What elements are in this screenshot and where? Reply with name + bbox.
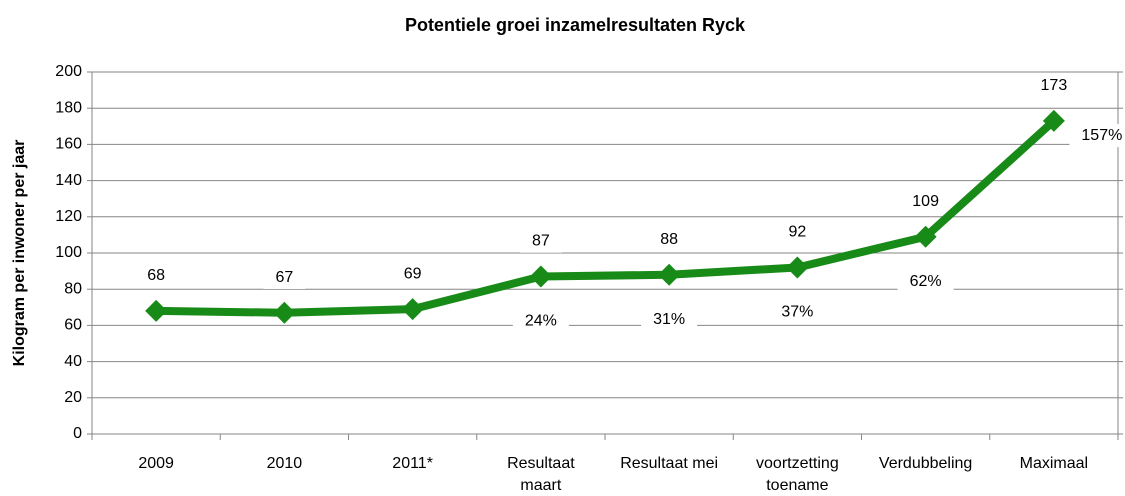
y-tick-label: 180 xyxy=(55,99,82,116)
growth-label: 37% xyxy=(781,304,813,321)
marker xyxy=(1042,109,1065,132)
marker xyxy=(786,256,809,279)
y-tick-label: 160 xyxy=(55,136,82,153)
x-tick-label: 2009 xyxy=(138,455,174,472)
data-label: 92 xyxy=(788,224,806,241)
data-label: 109 xyxy=(912,193,939,210)
data-label-bg xyxy=(900,189,952,213)
growth-label-bg xyxy=(641,307,698,331)
growth-label: 157% xyxy=(1081,127,1122,144)
data-label-bg xyxy=(648,227,691,251)
data-label-bg xyxy=(391,262,434,286)
y-tick-label: 20 xyxy=(64,389,82,406)
x-tick-label: 2010 xyxy=(267,455,303,472)
data-label: 69 xyxy=(404,265,422,282)
data-label-bg xyxy=(263,265,306,289)
x-tick-label: 2011* xyxy=(392,455,433,472)
data-label: 88 xyxy=(660,231,678,248)
data-label: 67 xyxy=(275,269,293,286)
x-tick-label: Maximaal xyxy=(1020,455,1088,472)
marker xyxy=(145,299,168,322)
y-tick-label: 120 xyxy=(55,208,82,225)
growth-label-bg xyxy=(897,269,954,293)
y-tick-label: 60 xyxy=(64,317,82,334)
y-tick-label: 200 xyxy=(55,63,82,80)
x-tick-label: voortzetting toename xyxy=(756,455,839,494)
growth-label: 62% xyxy=(910,273,942,290)
y-tick-label: 40 xyxy=(64,353,82,370)
growth-label-bg xyxy=(512,309,569,333)
growth-label-bg xyxy=(1069,124,1125,148)
line xyxy=(156,117,1057,317)
marker xyxy=(914,225,937,248)
data-label-bg xyxy=(519,229,562,253)
data-label-bg xyxy=(1028,74,1080,98)
x-tick-label: Verdubbeling xyxy=(879,455,972,472)
marker xyxy=(401,298,424,321)
data-label-bg xyxy=(776,220,819,244)
x-tick-label: Resultaat mei xyxy=(620,455,718,472)
data-label: 87 xyxy=(532,233,550,250)
data-label-bg xyxy=(135,264,178,288)
y-tick-label: 0 xyxy=(73,425,82,442)
y-tick-label: 100 xyxy=(55,244,82,261)
chart-title: Potentiele groei inzamelresultaten Ryck xyxy=(405,15,746,35)
y-axis-title: Kilogram per inwoner per jaar xyxy=(11,140,28,367)
marker xyxy=(658,263,681,286)
marker xyxy=(273,301,296,324)
y-tick-label: 80 xyxy=(64,280,82,297)
growth-label: 31% xyxy=(653,311,685,328)
growth-label: 24% xyxy=(525,313,557,330)
marker xyxy=(529,265,552,288)
x-tick-label: Resultaat maart xyxy=(507,455,575,494)
data-label: 68 xyxy=(147,267,165,284)
data-label: 173 xyxy=(1041,77,1068,94)
y-tick-label: 140 xyxy=(55,172,82,189)
growth-label-bg xyxy=(769,300,826,324)
